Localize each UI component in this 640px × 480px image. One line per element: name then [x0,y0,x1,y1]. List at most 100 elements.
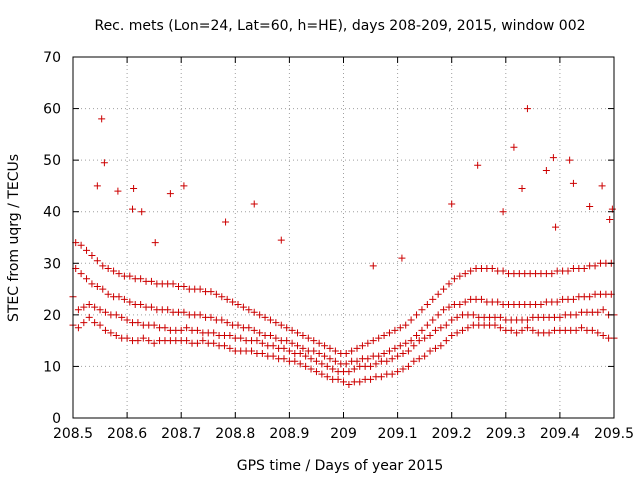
data-point [180,308,188,316]
data-point [245,324,253,332]
data-point [296,350,304,358]
data-point [421,352,429,360]
data-point [342,350,350,358]
data-point [222,218,230,226]
data-point [207,288,215,296]
data-point [456,272,464,280]
data-point [288,339,296,347]
data-point [239,303,247,311]
data-point [513,329,521,337]
data-point [183,324,191,332]
data-point [256,329,264,337]
data-point [464,324,472,332]
data-point [98,115,106,123]
data-point [477,295,485,303]
data-point [139,334,147,342]
data-point [250,308,258,316]
data-point [96,321,104,329]
data-point [318,370,326,378]
data-point [518,185,526,193]
data-point [437,324,445,332]
data-point [193,326,201,334]
data-point [80,303,88,311]
y-tick-label: 50 [43,153,61,169]
data-point [88,280,96,288]
x-tick-label: 208.8 [215,426,255,442]
data-point [372,360,380,368]
data-point [552,223,560,231]
data-point [375,334,383,342]
data-point [272,319,280,327]
data-point [342,360,350,368]
data-point [348,347,356,355]
data-point [288,326,296,334]
data-point [312,357,320,365]
data-point [410,357,418,365]
data-point [315,339,323,347]
data-point [326,355,334,363]
data-point [413,311,421,319]
data-point [399,350,407,358]
x-tick-label: 209.5 [594,426,634,442]
data-point [598,182,606,190]
data-point [461,270,469,278]
data-point [196,285,204,293]
data-point [383,357,391,365]
data-point [272,334,280,342]
data-point [388,370,396,378]
data-point [588,326,596,334]
data-point [150,321,158,329]
data-point [385,329,393,337]
data-point [350,365,358,373]
data-point [161,324,169,332]
y-tick-label: 10 [43,359,61,375]
data-point [398,254,406,262]
data-point [302,362,310,370]
data-point [548,270,556,278]
data-point [277,236,285,244]
data-point [294,342,302,350]
data-point [291,357,299,365]
data-point [437,342,445,350]
data-point [402,321,410,329]
x-axis: 208.5 208.6 208.7 208.8 208.9 209 209.1 209.2 20… [53,57,634,442]
data-point [166,190,174,198]
data-point [599,331,607,339]
y-tick-label: 60 [43,102,61,118]
data-point [421,334,429,342]
data-point [523,105,531,113]
data-point [258,339,266,347]
data-point [461,298,469,306]
data-point [453,329,461,337]
data-point [323,373,331,381]
y-axis-label: STEC from uqrg / TECUs [6,154,22,322]
data-point [326,344,334,352]
data-point [413,331,421,339]
data-point [442,337,450,345]
data-point [329,365,337,373]
data-point [151,239,159,247]
x-tick-label: 209.3 [486,426,526,442]
data-point [488,264,496,272]
y-tick-label: 0 [52,411,61,427]
data-point [385,347,393,355]
data-point [367,362,375,370]
data-point [334,375,342,383]
data-point [415,355,423,363]
x-tick-label: 209.1 [378,426,418,442]
data-point [496,324,504,332]
data-point [164,306,172,314]
data-point [594,308,602,316]
data-point [107,329,115,337]
data-point [434,311,442,319]
data-point [453,313,461,321]
data-point [91,319,99,327]
data-point [388,355,396,363]
data-point [83,246,91,254]
data-point [138,208,146,216]
data-point [429,295,437,303]
data-point [307,365,315,373]
data-point [599,306,607,314]
data-point [123,334,131,342]
data-point [553,298,561,306]
